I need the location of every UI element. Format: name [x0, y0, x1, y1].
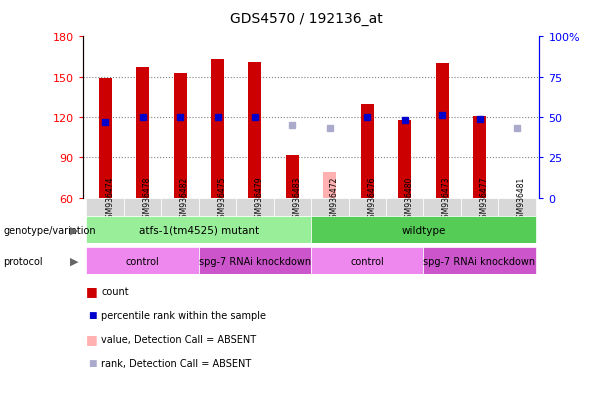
Text: wildtype: wildtype	[402, 225, 446, 235]
Bar	[360, 104, 374, 198]
Text: GSM936481: GSM936481	[517, 176, 526, 222]
Text: value, Detection Call = ABSENT: value, Detection Call = ABSENT	[101, 334, 256, 344]
Text: GSM936476: GSM936476	[367, 176, 376, 222]
Bar	[161, 198, 199, 217]
Bar	[398, 121, 411, 198]
Bar	[273, 198, 311, 217]
Text: GSM936482: GSM936482	[180, 176, 189, 222]
Text: GDS4570 / 192136_at: GDS4570 / 192136_at	[230, 12, 383, 26]
Bar	[86, 198, 124, 217]
Bar	[86, 217, 311, 244]
Text: ■: ■	[88, 358, 96, 368]
Text: ■: ■	[86, 285, 97, 298]
Bar	[311, 248, 424, 275]
Text: spg-7 RNAi knockdown: spg-7 RNAi knockdown	[199, 256, 311, 266]
Text: GSM936472: GSM936472	[330, 176, 339, 222]
Text: genotype/variation: genotype/variation	[3, 225, 96, 235]
Bar	[99, 79, 112, 198]
Text: GSM936478: GSM936478	[143, 176, 151, 222]
Text: GSM936475: GSM936475	[218, 176, 227, 222]
Text: GSM936473: GSM936473	[442, 176, 451, 222]
Text: spg-7 RNAi knockdown: spg-7 RNAi knockdown	[424, 256, 536, 266]
Bar	[424, 248, 536, 275]
Bar	[199, 248, 311, 275]
Text: control: control	[351, 256, 384, 266]
Bar	[424, 198, 461, 217]
Bar	[124, 198, 161, 217]
Text: GSM936474: GSM936474	[105, 176, 114, 222]
Bar	[349, 198, 386, 217]
Bar	[311, 217, 536, 244]
Bar	[286, 155, 299, 198]
Text: percentile rank within the sample: percentile rank within the sample	[101, 310, 266, 320]
Bar	[211, 60, 224, 198]
Bar	[461, 198, 498, 217]
Bar	[136, 68, 149, 198]
Bar	[323, 173, 337, 198]
Bar	[248, 63, 262, 198]
Text: atfs-1(tm4525) mutant: atfs-1(tm4525) mutant	[139, 225, 259, 235]
Text: count: count	[101, 286, 129, 296]
Bar	[436, 64, 449, 198]
Text: rank, Detection Call = ABSENT: rank, Detection Call = ABSENT	[101, 358, 251, 368]
Bar	[386, 198, 424, 217]
Text: GSM936477: GSM936477	[479, 176, 489, 222]
Text: GSM936483: GSM936483	[292, 176, 302, 222]
Bar	[498, 198, 536, 217]
Text: protocol: protocol	[3, 256, 43, 266]
Bar	[311, 198, 349, 217]
Text: ■: ■	[88, 311, 96, 320]
Text: ■: ■	[86, 332, 97, 346]
Text: ▶: ▶	[70, 256, 78, 266]
Bar	[86, 248, 199, 275]
Text: GSM936480: GSM936480	[405, 176, 414, 222]
Bar	[199, 198, 236, 217]
Bar	[236, 198, 273, 217]
Text: ▶: ▶	[70, 225, 78, 235]
Text: GSM936479: GSM936479	[255, 176, 264, 222]
Bar	[473, 116, 486, 198]
Bar	[173, 74, 186, 198]
Text: control: control	[126, 256, 159, 266]
